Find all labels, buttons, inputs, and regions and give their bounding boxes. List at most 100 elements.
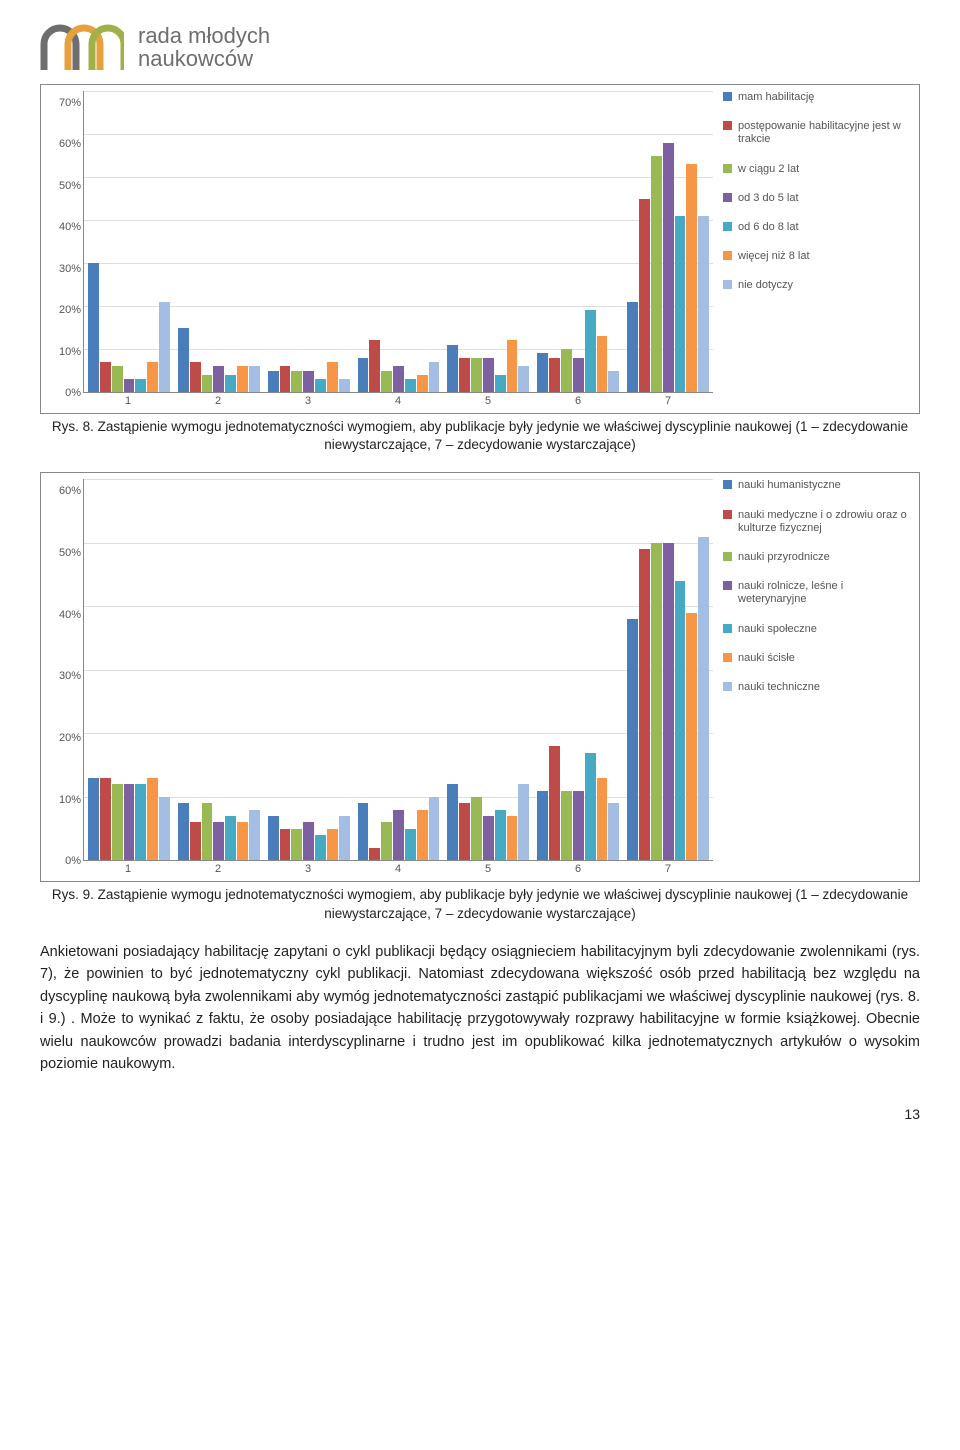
bar xyxy=(651,156,662,393)
legend-item: nauki rolnicze, leśne i weterynaryjne xyxy=(723,580,913,606)
bar xyxy=(135,784,146,860)
legend-swatch xyxy=(723,222,732,231)
page-number: 13 xyxy=(40,1106,920,1122)
legend-label: nauki techniczne xyxy=(738,681,820,694)
bar xyxy=(135,379,146,392)
legend-label: nauki rolnicze, leśne i weterynaryjne xyxy=(738,580,913,606)
y-tick-label: 20% xyxy=(47,304,81,316)
y-tick-label: 70% xyxy=(47,97,81,109)
bar xyxy=(447,784,458,860)
y-tick-label: 0% xyxy=(47,387,81,399)
legend-label: nauki przyrodnicze xyxy=(738,551,830,564)
x-tick-label: 4 xyxy=(353,395,443,411)
x-tick-label: 1 xyxy=(83,395,173,411)
legend-label: nauki ścisłe xyxy=(738,652,795,665)
bar xyxy=(585,753,596,861)
bar xyxy=(417,810,428,861)
bar xyxy=(686,613,697,861)
bar xyxy=(573,791,584,861)
bar xyxy=(225,816,236,860)
x-tick-label: 3 xyxy=(263,863,353,879)
bar xyxy=(537,353,548,392)
bar xyxy=(561,349,572,392)
legend-label: nauki społeczne xyxy=(738,623,817,636)
bar xyxy=(339,816,350,860)
bar xyxy=(178,328,189,393)
legend-item: nauki medyczne i o zdrowiu oraz o kultur… xyxy=(723,509,913,535)
bar xyxy=(663,543,674,861)
bar-group xyxy=(623,479,713,860)
legend-item: postępowanie habilitacyjne jest w trakci… xyxy=(723,120,913,146)
bar xyxy=(315,379,326,392)
logo-line1: rada młodych xyxy=(138,24,270,47)
bar xyxy=(124,784,135,860)
bar xyxy=(327,829,338,861)
bar xyxy=(639,199,650,393)
y-tick-label: 40% xyxy=(47,609,81,621)
bar xyxy=(303,822,314,860)
bar xyxy=(459,358,470,392)
bar xyxy=(675,216,686,392)
bar xyxy=(459,803,470,860)
x-tick-label: 2 xyxy=(173,863,263,879)
bar xyxy=(112,366,123,392)
bar xyxy=(627,302,638,392)
bar xyxy=(405,379,416,392)
bar xyxy=(159,797,170,861)
x-tick-label: 7 xyxy=(623,863,713,879)
plot-area xyxy=(83,91,713,393)
bar xyxy=(483,358,494,392)
chart-2: 60%50%40%30%20%10%0%1234567 nauki humani… xyxy=(40,472,920,882)
bar xyxy=(381,822,392,860)
legend-item: nauki ścisłe xyxy=(723,652,913,665)
logo-line2: naukowców xyxy=(138,47,270,70)
y-tick-label: 40% xyxy=(47,221,81,233)
chart-2-legend: nauki humanistyczne nauki medyczne i o zd… xyxy=(713,479,913,879)
bar xyxy=(268,371,279,393)
bar-group xyxy=(174,91,264,392)
bar xyxy=(237,366,248,392)
legend-swatch xyxy=(723,653,732,662)
legend-label: nauki medyczne i o zdrowiu oraz o kultur… xyxy=(738,509,913,535)
bar xyxy=(268,816,279,860)
legend-item: więcej niż 8 lat xyxy=(723,250,913,263)
bar xyxy=(573,358,584,392)
legend-label: nauki humanistyczne xyxy=(738,479,841,492)
bar xyxy=(393,810,404,861)
legend-swatch xyxy=(723,251,732,260)
legend-item: nie dotyczy xyxy=(723,279,913,292)
y-tick-label: 50% xyxy=(47,180,81,192)
chart-2-area: 60%50%40%30%20%10%0%1234567 xyxy=(47,479,713,879)
y-tick-label: 30% xyxy=(47,263,81,275)
bar xyxy=(147,778,158,861)
legend-swatch xyxy=(723,552,732,561)
x-axis: 1234567 xyxy=(83,863,713,879)
bar xyxy=(327,362,338,392)
x-tick-label: 2 xyxy=(173,395,263,411)
bar xyxy=(627,619,638,860)
bar xyxy=(549,358,560,392)
bar-group xyxy=(84,91,174,392)
y-tick-label: 10% xyxy=(47,794,81,806)
legend-swatch xyxy=(723,193,732,202)
chart-1: 70%60%50%40%30%20%10%0%1234567 mam habil… xyxy=(40,84,920,414)
bar xyxy=(429,362,440,392)
legend-item: nauki humanistyczne xyxy=(723,479,913,492)
bar xyxy=(537,791,548,861)
bar xyxy=(597,336,608,392)
legend-label: mam habilitację xyxy=(738,91,814,104)
logo-text: rada młodych naukowców xyxy=(138,24,270,70)
x-tick-label: 5 xyxy=(443,395,533,411)
bar xyxy=(100,778,111,861)
bar xyxy=(561,791,572,861)
bar xyxy=(429,797,440,861)
logo-icon xyxy=(40,20,124,74)
bar xyxy=(597,778,608,861)
body-paragraph: Ankietowani posiadający habilitację zapy… xyxy=(40,941,920,1076)
legend-label: więcej niż 8 lat xyxy=(738,250,810,263)
bar-group xyxy=(533,479,623,860)
bar-groups xyxy=(84,479,713,860)
legend-swatch xyxy=(723,164,732,173)
bar xyxy=(495,375,506,392)
legend-item: nauki techniczne xyxy=(723,681,913,694)
